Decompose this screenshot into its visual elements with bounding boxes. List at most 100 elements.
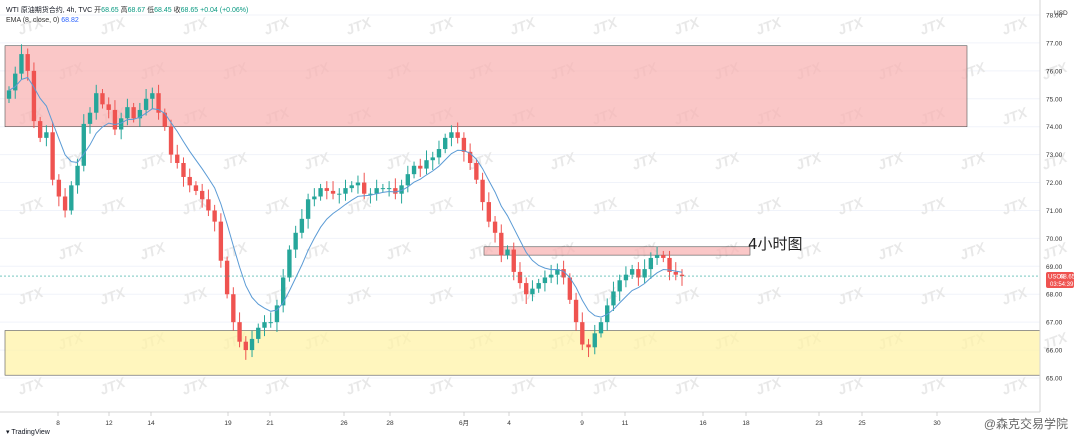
candle-body	[268, 322, 273, 324]
price-tick-label: 76.00	[1046, 68, 1063, 75]
last-price-tag: USOIL 68.65 03:54:39	[1046, 272, 1076, 288]
candle-body	[474, 162, 479, 180]
candlestick-series	[6, 44, 685, 360]
candle-body	[137, 109, 143, 119]
candle-body	[667, 257, 672, 272]
time-tick-label: 23	[815, 420, 823, 427]
candle-body	[44, 132, 49, 138]
candle-body	[648, 257, 654, 270]
price-tick-label: 67.00	[1046, 320, 1063, 327]
time-tick-label: 8	[56, 420, 60, 427]
candle-body	[324, 188, 329, 191]
candle-body	[461, 137, 467, 152]
tradingview-logo[interactable]: ▾ TradingView	[6, 428, 50, 436]
candle-body	[6, 90, 12, 99]
time-tick-label: 9	[580, 420, 584, 427]
time-tick-label: 30	[933, 420, 941, 427]
time-tick-label: 25	[858, 420, 866, 427]
candle-body	[181, 162, 186, 177]
time-tick-label: 11	[622, 420, 629, 427]
time-tick-label: 28	[386, 420, 394, 427]
candle-body	[430, 157, 435, 161]
candle-body	[611, 291, 616, 306]
price-axis[interactable]: 65.00 66.00 67.00 68.00 69.00 70.00 71.00 72.00…	[1046, 13, 1063, 383]
ema-value: 68.82	[61, 17, 79, 24]
tradingview-brand: TradingView	[11, 429, 50, 436]
candle-body	[567, 277, 573, 300]
candle-body	[399, 185, 404, 194]
high-value: 68.67	[127, 7, 146, 14]
candle-body	[418, 165, 423, 169]
candle-body	[362, 182, 367, 194]
candle-body	[150, 93, 155, 99]
last-price-value: 68.65	[1060, 275, 1076, 281]
candle-body	[100, 93, 105, 105]
candle-body	[19, 54, 24, 74]
time-tick-label: 4	[507, 420, 511, 427]
candle-body	[542, 277, 548, 284]
candle-body	[530, 288, 535, 295]
candle-body	[262, 322, 267, 328]
symbol-name: WTI 原油期货合约, 4h, TVC	[6, 7, 93, 14]
low-label: 低	[147, 7, 155, 14]
candle-body	[193, 185, 199, 191]
last-price-symbol: USOIL	[1048, 275, 1067, 281]
candle-body	[175, 154, 180, 163]
candle-body	[218, 221, 224, 261]
candle-body	[199, 190, 205, 200]
price-tick-label: 69.00	[1046, 264, 1063, 271]
candle-body	[224, 260, 230, 295]
candle-body	[87, 112, 93, 124]
candle-body	[380, 188, 386, 190]
candle-body	[162, 112, 167, 127]
candle-body	[511, 249, 516, 272]
candle-body	[636, 269, 641, 278]
candle-body	[580, 322, 585, 345]
change-value: +0.04 (+0.06%)	[200, 7, 249, 14]
candle-body	[94, 93, 99, 113]
price-tick-label: 68.00	[1046, 292, 1063, 299]
candle-body	[56, 179, 62, 197]
time-tick-label: 14	[147, 420, 155, 427]
candle-body	[187, 176, 192, 186]
price-tick-label: 71.00	[1046, 208, 1063, 215]
candle-body	[156, 93, 161, 113]
price-tick-label: 77.00	[1046, 40, 1063, 47]
candle-body	[168, 126, 174, 155]
legend-ema-row: EMA (8, close, 0) 68.82	[6, 16, 248, 26]
candle-body	[75, 165, 80, 186]
price-tick-label: 72.00	[1046, 180, 1063, 187]
timeframe-annotation: 4小时图	[748, 235, 803, 253]
candle-body	[374, 188, 379, 194]
candle-body	[312, 196, 317, 200]
candle-body	[492, 221, 498, 233]
source-watermark: @森克交易学院	[983, 417, 1068, 431]
candle-body	[654, 255, 660, 258]
price-tick-label: 73.00	[1046, 152, 1063, 159]
zone-support	[4, 330, 1041, 376]
candle-body	[548, 274, 554, 278]
time-axis[interactable]: 8 12 14 19 21 26 28 6月 4 9 11 16 18 23 25 30	[56, 412, 941, 427]
candle-body	[69, 185, 74, 211]
candle-body	[449, 132, 454, 138]
price-tick-label: 74.00	[1046, 124, 1063, 131]
candle-body	[212, 210, 217, 222]
candle-body	[368, 193, 373, 195]
candle-body	[629, 269, 635, 275]
candle-body	[642, 269, 647, 278]
candle-body	[592, 333, 597, 348]
low-value: 68.45	[154, 7, 172, 14]
candle-body	[555, 269, 560, 275]
candle-body	[455, 132, 460, 138]
candle-body	[623, 274, 629, 281]
candle-body	[112, 109, 118, 130]
candle-body	[305, 199, 311, 219]
candle-body	[424, 160, 429, 169]
candle-body	[524, 283, 529, 295]
candle-body	[206, 199, 211, 211]
last-price-tag-bg	[1046, 272, 1074, 288]
candle-body	[598, 322, 604, 334]
candle-body	[62, 196, 68, 211]
candle-body	[467, 151, 473, 163]
